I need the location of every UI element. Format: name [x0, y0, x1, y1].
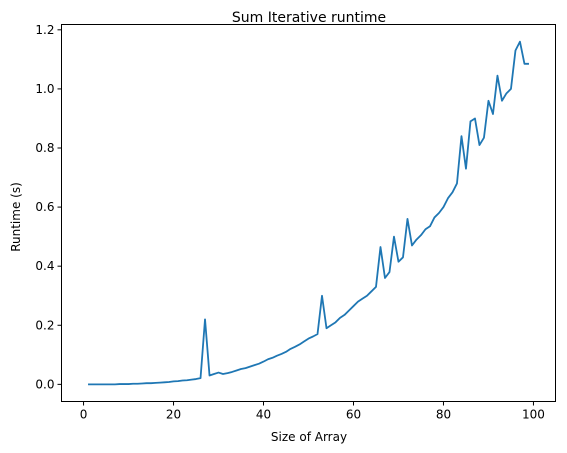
y-tick-label: 1.2 — [35, 23, 54, 37]
x-tick-label: 40 — [256, 408, 271, 422]
y-tick-label: 0.2 — [35, 318, 54, 332]
x-tick-label: 60 — [346, 408, 361, 422]
y-tick-label: 0.4 — [35, 259, 54, 273]
x-tick-label: 100 — [522, 408, 545, 422]
y-tick-label: 0.0 — [35, 377, 54, 391]
y-axis-ticks: 0.0 0.2 0.4 0.6 0.8 1.0 1.2 — [35, 23, 62, 391]
y-tick-label: 1.0 — [35, 82, 54, 96]
x-tick-label: 20 — [166, 408, 181, 422]
y-tick-label: 0.6 — [35, 200, 54, 214]
chart-title: Sum Iterative runtime — [232, 10, 386, 26]
x-axis-label: Size of Array — [271, 430, 347, 444]
plot-frame — [61, 24, 556, 402]
y-tick-label: 0.8 — [35, 141, 54, 155]
y-axis-label: Runtime (s) — [9, 182, 23, 252]
series-line-0 — [88, 40, 529, 386]
x-axis-ticks: 0 20 40 60 80 100 — [80, 401, 545, 422]
x-tick-label: 0 — [80, 408, 88, 422]
x-tick-label: 80 — [436, 408, 451, 422]
plot-area — [88, 40, 529, 386]
